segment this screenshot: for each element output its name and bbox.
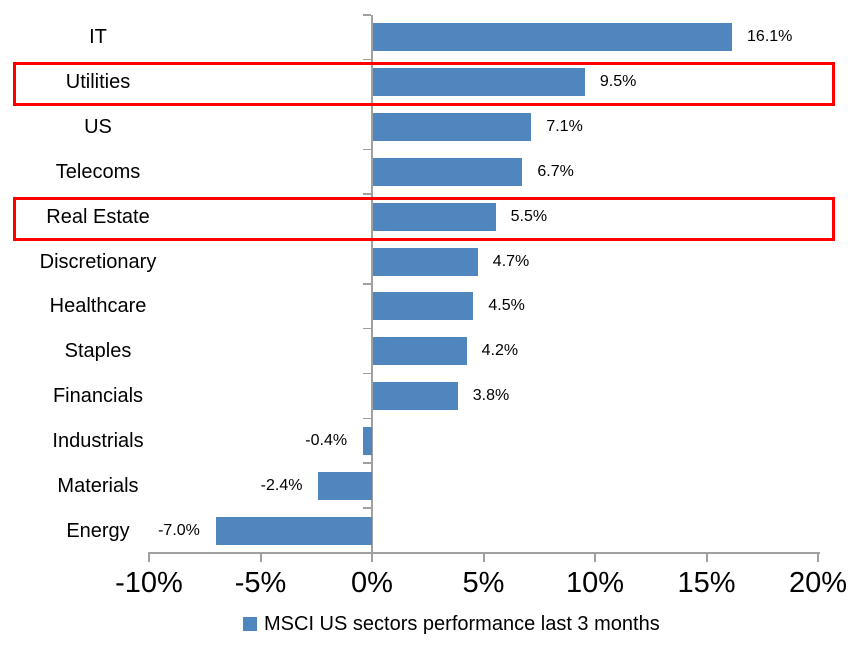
bar-segment (373, 292, 474, 321)
value-axis-tick (705, 554, 708, 562)
value-label: 3.8% (472, 387, 510, 405)
category-label: Real Estate (46, 205, 150, 228)
value-label: -2.4% (260, 476, 303, 494)
value-axis-tick (817, 554, 819, 562)
value-axis-tick (371, 554, 373, 562)
value-label: 9.5% (599, 73, 637, 91)
value-axis-tick-label: 10% (565, 567, 625, 599)
bar-segment (363, 426, 372, 455)
category-label: Materials (57, 474, 139, 497)
bar-segment (318, 471, 372, 500)
value-axis-tick (148, 554, 150, 562)
value-axis-tick (594, 554, 596, 562)
category-label: Utilities (65, 71, 131, 94)
category-label: Telecoms (55, 160, 141, 183)
value-label: 6.7% (537, 162, 574, 180)
category-axis-tick (363, 327, 371, 330)
legend-label: MSCI US sectors performance last 3 month… (264, 613, 660, 635)
category-label: US (84, 116, 112, 139)
value-axis-tick (482, 554, 485, 562)
value-label: -0.4% (305, 431, 348, 449)
category-axis-line (371, 15, 373, 553)
highlight-box-utilities (13, 62, 835, 107)
category-axis-tick (363, 462, 371, 464)
category-label: IT (89, 26, 107, 49)
value-axis-tick-label: 15% (677, 567, 736, 599)
category-label: Healthcare (49, 295, 147, 318)
category-axis-tick (363, 58, 371, 61)
category-axis-tick (363, 283, 371, 285)
category-label: Financials (52, 385, 144, 408)
value-label: 4.2% (481, 342, 519, 360)
value-axis-tick (259, 554, 262, 562)
value-label: 7.1% (546, 118, 583, 136)
category-axis-tick (363, 148, 371, 150)
bar-segment (373, 382, 458, 411)
value-label: 5.5% (510, 207, 548, 225)
value-label: -7.0% (158, 521, 200, 539)
bar-segment (373, 23, 733, 52)
category-label: Industrials (52, 429, 144, 452)
highlight-box-real-estate (13, 196, 835, 241)
chart-legend: MSCI US sectors performance last 3 month… (243, 610, 660, 638)
bar-segment (373, 157, 523, 186)
value-label: 4.7% (492, 252, 530, 270)
bar-segment (373, 113, 532, 142)
category-axis-tick (363, 193, 371, 195)
category-label: Staples (64, 340, 132, 363)
value-label: 16.1% (747, 28, 793, 46)
value-axis-tick-label: -10% (115, 567, 183, 599)
bar-segment (215, 516, 372, 545)
bar-segment (373, 68, 585, 97)
category-label: Energy (66, 519, 130, 542)
bar-segment (373, 202, 496, 231)
value-axis-line (148, 552, 820, 554)
category-axis-tick (363, 507, 371, 509)
value-label: 4.5% (488, 297, 525, 315)
category-label: Discretionary (39, 250, 157, 273)
legend-swatch-icon (243, 617, 257, 631)
value-axis-tick-label: 20% (788, 567, 848, 599)
value-axis-tick-label: -5% (234, 567, 287, 599)
category-axis-tick (363, 372, 371, 375)
value-axis-tick-label: 5% (462, 567, 505, 599)
bar-segment (373, 247, 478, 276)
category-axis-tick (363, 417, 371, 419)
value-axis-tick-label: 0% (351, 567, 393, 599)
bar-segment (373, 337, 467, 366)
category-axis-tick (363, 14, 371, 16)
